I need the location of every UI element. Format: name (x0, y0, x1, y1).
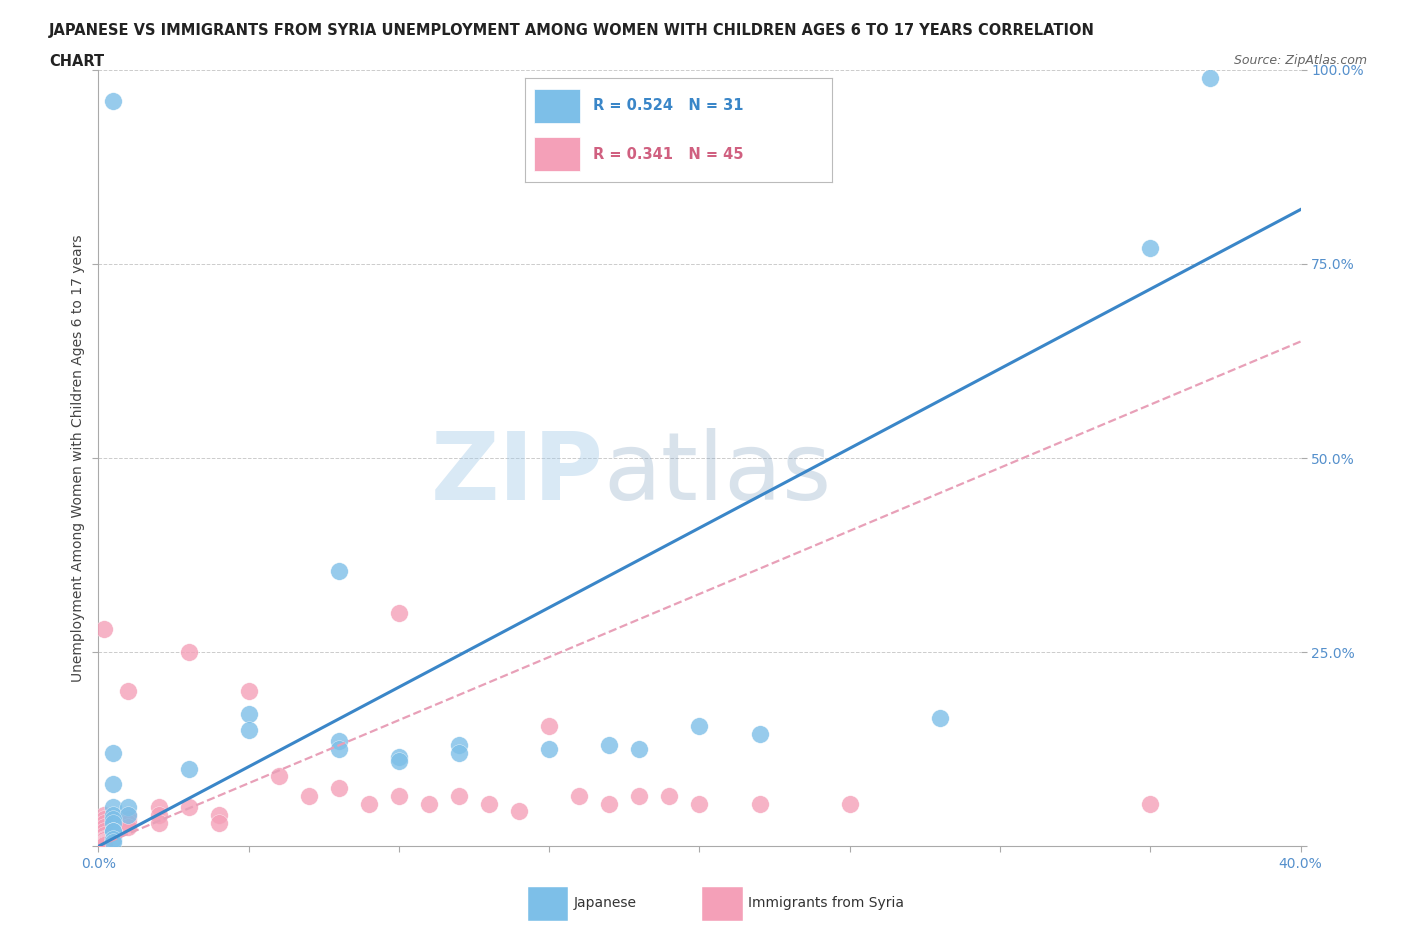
Point (267, 769, 290, 784)
Point (447, 737, 470, 752)
Point (93, 837, 115, 852)
Point (103, 746, 125, 761)
Point (177, 761, 200, 776)
Point (418, 796, 440, 811)
Point (103, 800, 125, 815)
Y-axis label: Unemployment Among Women with Children Ages 6 to 17 years: Unemployment Among Women with Children A… (70, 234, 84, 682)
Point (93, 819, 115, 834)
Point (568, 789, 591, 804)
Point (177, 800, 200, 815)
Text: Source: ZipAtlas.com: Source: ZipAtlas.com (1233, 54, 1367, 67)
Point (658, 789, 681, 804)
Text: Japanese: Japanese (574, 896, 637, 910)
Point (103, 823, 125, 838)
Point (388, 606, 411, 621)
Point (103, 823, 125, 838)
Point (238, 707, 260, 722)
Point (748, 796, 770, 811)
Point (929, 711, 952, 725)
Point (388, 789, 411, 804)
Point (447, 746, 470, 761)
Point (103, 835, 125, 850)
FancyBboxPatch shape (527, 886, 568, 921)
Point (148, 816, 170, 830)
Point (177, 644, 200, 659)
Point (478, 796, 501, 811)
Point (838, 796, 860, 811)
Point (628, 742, 651, 757)
Point (208, 816, 231, 830)
Point (103, 777, 125, 791)
Point (1139, 796, 1161, 811)
Point (538, 719, 561, 734)
Point (93, 823, 115, 838)
Point (688, 719, 710, 734)
Point (117, 808, 139, 823)
Point (388, 750, 411, 764)
FancyBboxPatch shape (702, 886, 742, 921)
Point (328, 734, 350, 749)
Point (103, 812, 125, 827)
Point (103, 831, 125, 846)
Point (93, 832, 115, 847)
Point (238, 684, 260, 698)
Point (93, 827, 115, 842)
Point (598, 737, 620, 752)
Point (117, 816, 139, 830)
Point (93, 808, 115, 823)
Point (117, 684, 139, 698)
Point (328, 564, 350, 578)
Point (1199, 70, 1222, 85)
Point (148, 808, 170, 823)
Point (93, 816, 115, 830)
Point (328, 742, 350, 757)
Point (103, 816, 125, 830)
Point (238, 723, 260, 737)
Point (93, 836, 115, 851)
Point (388, 753, 411, 768)
Point (117, 808, 139, 823)
Point (688, 796, 710, 811)
Point (1139, 241, 1161, 256)
Point (357, 796, 380, 811)
Point (208, 808, 231, 823)
Point (93, 812, 115, 827)
Text: CHART: CHART (49, 54, 104, 69)
Point (298, 789, 321, 804)
Point (748, 726, 770, 741)
Point (538, 742, 561, 757)
Text: Immigrants from Syria: Immigrants from Syria (748, 896, 904, 910)
Point (628, 789, 651, 804)
Point (148, 800, 170, 815)
Point (93, 834, 115, 849)
Point (117, 819, 139, 834)
Point (103, 93, 125, 108)
Text: atlas: atlas (603, 428, 831, 520)
Point (117, 812, 139, 827)
Point (93, 836, 115, 851)
Point (93, 621, 115, 636)
Point (447, 789, 470, 804)
Point (103, 808, 125, 823)
Point (93, 831, 115, 846)
Point (328, 780, 350, 795)
Point (598, 796, 620, 811)
Text: ZIP: ZIP (430, 428, 603, 520)
Text: JAPANESE VS IMMIGRANTS FROM SYRIA UNEMPLOYMENT AMONG WOMEN WITH CHILDREN AGES 6 : JAPANESE VS IMMIGRANTS FROM SYRIA UNEMPL… (49, 23, 1095, 38)
Point (508, 804, 530, 818)
Point (117, 800, 139, 815)
